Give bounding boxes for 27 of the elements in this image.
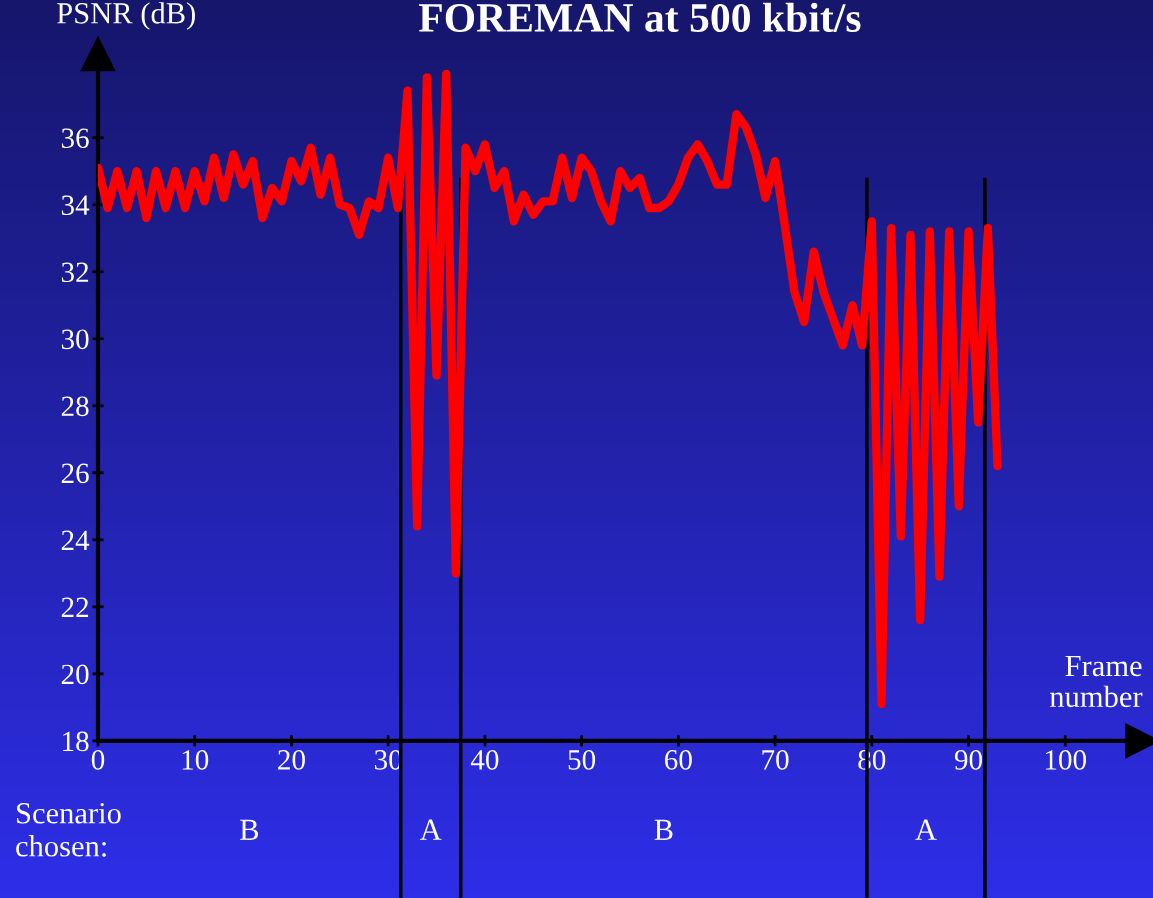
text: A — [915, 819, 937, 840]
y-axis-title: PSNR (dB) — [57, 2, 195, 30]
y-tick-label: 24 — [61, 530, 90, 550]
y-tick-label: 28 — [61, 396, 89, 417]
y-tick-label: 36 — [61, 128, 89, 149]
text: B — [654, 819, 673, 840]
text: B — [240, 819, 259, 840]
y-tick-label: 26 — [61, 463, 89, 484]
text: Scenario chosen: — [16, 803, 121, 857]
y-tick-label: 34 — [61, 195, 90, 216]
y-tick-label: 18 — [63, 731, 89, 752]
x-tick-label: 100 — [1045, 750, 1087, 770]
x-tick-label: 20 — [278, 750, 305, 770]
x-tick-label: 50 — [568, 750, 596, 770]
text: A — [420, 819, 442, 840]
x-tick-label: 60 — [665, 750, 692, 770]
y-tick-label: 30 — [61, 329, 89, 350]
x-tick-label: 0 — [91, 750, 105, 770]
x-tick-label: 40 — [470, 750, 499, 770]
y-tick-label: 32 — [61, 262, 89, 283]
x-axis-title: Frame number — [1049, 655, 1143, 708]
x-tick-label: 70 — [762, 750, 789, 770]
chart-title: FOREMAN at 500 kbit/s — [418, 2, 861, 33]
x-tick-label: 10 — [182, 750, 209, 770]
y-tick-label: 22 — [61, 597, 89, 617]
x-tick-label: 90 — [954, 750, 982, 770]
y-tick-label: 20 — [61, 664, 89, 685]
